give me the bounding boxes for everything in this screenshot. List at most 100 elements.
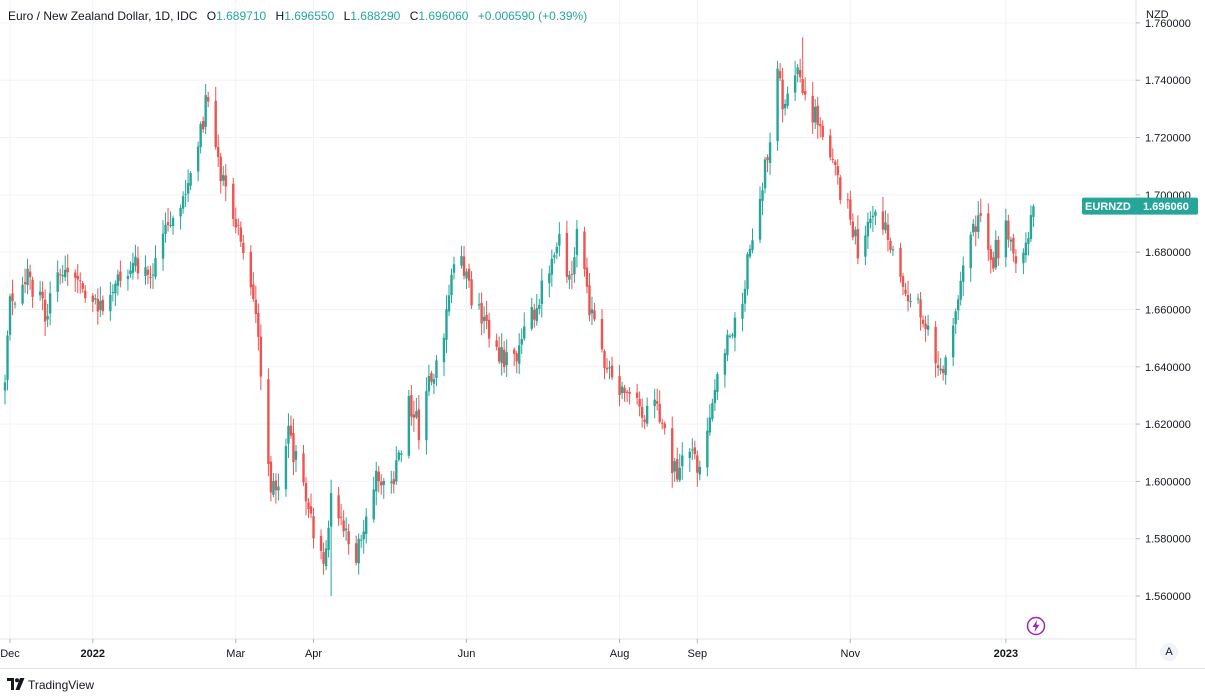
high-value: 1.696550 [284, 9, 335, 23]
candle [778, 63, 782, 82]
candle-body [919, 299, 922, 318]
candle [1027, 231, 1030, 256]
candle [916, 293, 920, 304]
candle-body [1022, 252, 1025, 264]
candle-body [1012, 237, 1015, 254]
candle [11, 279, 14, 316]
candle-body [500, 347, 503, 364]
candle-body [866, 221, 870, 237]
candle-body [523, 326, 526, 339]
candle [864, 225, 867, 266]
candle [337, 486, 340, 526]
candle-body [796, 67, 799, 75]
candle-body [342, 520, 345, 532]
candle [538, 298, 541, 315]
candle [944, 354, 947, 385]
candle-body [66, 267, 69, 273]
candle [951, 318, 955, 367]
candle [377, 465, 380, 493]
auto-scale-button[interactable]: A [1160, 643, 1178, 661]
tradingview-logo-icon[interactable] [7, 678, 25, 690]
candle-body [1032, 206, 1035, 217]
candle-body [655, 401, 659, 404]
candle [465, 268, 468, 289]
candle [776, 60, 779, 151]
candle-body [583, 231, 586, 270]
candle [201, 116, 205, 133]
candle-body [347, 531, 350, 545]
candle [869, 211, 872, 229]
candle [548, 265, 551, 298]
candle-body [640, 406, 644, 418]
price-axis[interactable]: 1.560000 1.580000 1.600000 1.620000 1.640000… [1136, 18, 1191, 603]
time-axis[interactable]: Dec 2022 Mar Apr Jun Aug Sep Nov 2023 [0, 639, 1018, 660]
candle-body [635, 392, 639, 398]
candle-body [327, 527, 330, 550]
price-chart[interactable]: 1.560000 1.580000 1.600000 1.620000 1.640000… [0, 0, 1205, 668]
candle [74, 269, 77, 292]
candle [605, 358, 609, 374]
price-axis-unit: NZD [1146, 9, 1169, 21]
candle-body [869, 218, 872, 224]
candle [342, 510, 345, 538]
candle [94, 294, 97, 305]
candle-body [886, 224, 890, 240]
candle [711, 398, 714, 422]
lightning-icon[interactable] [1026, 616, 1046, 636]
candle [763, 156, 767, 194]
candle [568, 270, 571, 289]
candle [856, 215, 860, 265]
candle-body [1004, 220, 1008, 258]
candle-body [819, 124, 822, 127]
candle-body [816, 105, 819, 125]
candle [43, 289, 47, 337]
candle [267, 368, 270, 477]
candle [136, 246, 140, 280]
candle [467, 263, 471, 288]
candle-body [467, 268, 471, 281]
candle-body [462, 256, 466, 276]
candle-body [294, 450, 298, 460]
candle-body [322, 552, 325, 564]
candle-body [618, 376, 621, 396]
candle-body [691, 449, 694, 451]
candle [751, 228, 754, 254]
candle-body [766, 157, 769, 161]
candle-body [58, 274, 62, 276]
candle [477, 292, 481, 310]
candle [395, 446, 398, 485]
candle [447, 284, 451, 317]
candle-body [164, 224, 167, 234]
candle-body [129, 270, 132, 275]
candle-body [324, 548, 328, 567]
candle [344, 517, 348, 541]
candle [535, 294, 538, 326]
candle [304, 477, 308, 516]
candle-body [372, 489, 375, 520]
candle [520, 328, 523, 355]
candle-body [997, 239, 1000, 259]
candle [327, 520, 330, 558]
candle-body [146, 269, 150, 275]
candle [979, 198, 982, 223]
candle-body [206, 97, 210, 102]
candle-body [6, 335, 9, 381]
candle-body [926, 325, 930, 330]
candle [482, 306, 486, 334]
candle [169, 211, 172, 228]
candle-body [663, 423, 666, 428]
candle-body [831, 159, 834, 161]
candle-body [395, 460, 398, 482]
tradingview-brand[interactable]: TradingView [28, 678, 95, 692]
candle [307, 498, 310, 518]
candle-body [257, 312, 260, 337]
candle-body [425, 391, 428, 441]
candle-body [793, 75, 797, 93]
candle [462, 246, 466, 280]
candle-body [538, 304, 541, 309]
candle [407, 389, 411, 459]
time-tick-label: Mar [226, 648, 245, 660]
candle [924, 315, 927, 342]
candle-body [505, 352, 508, 366]
candle-body [1029, 215, 1033, 239]
